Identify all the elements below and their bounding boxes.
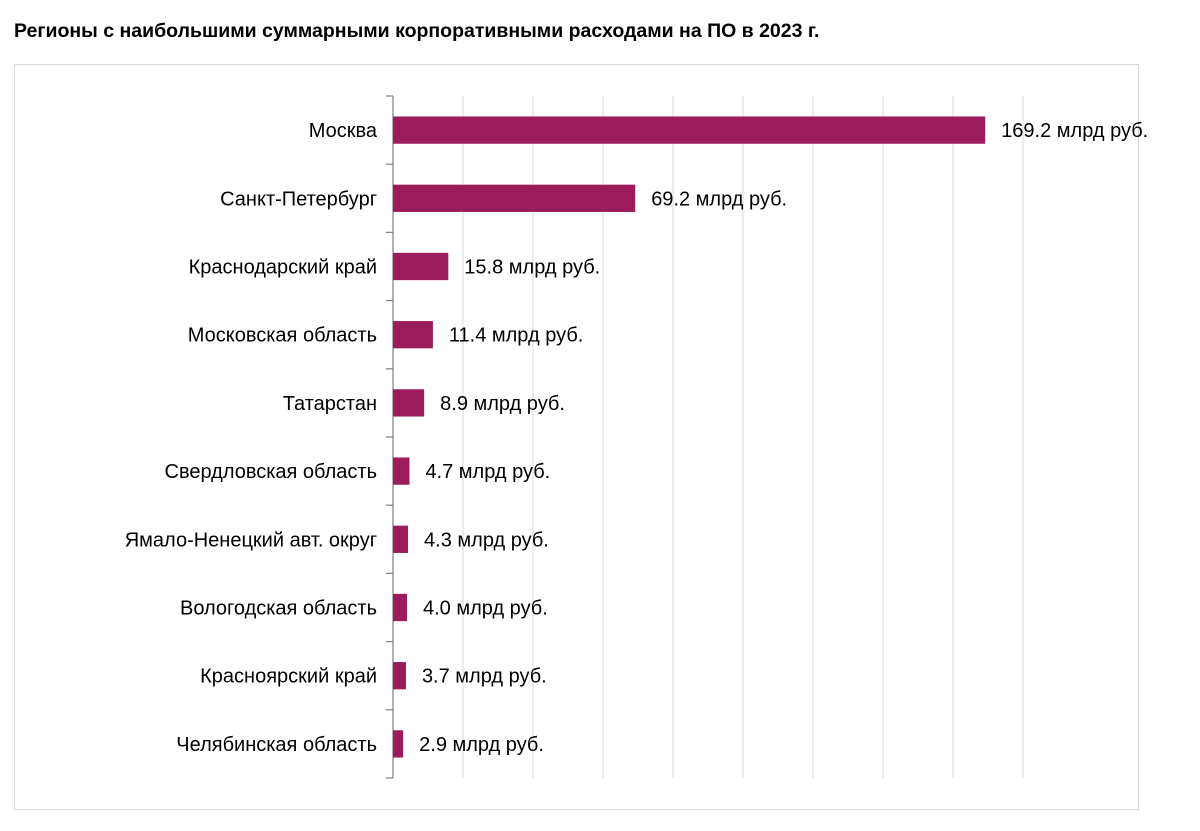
- data-label: 3.7 млрд руб.: [422, 666, 547, 688]
- data-label: 169.2 млрд руб.: [1001, 120, 1148, 142]
- bar: [393, 457, 410, 485]
- bar: [393, 389, 425, 417]
- chart-title: Регионы с наибольшими суммарными корпора…: [14, 20, 820, 42]
- data-label: 2.9 млрд руб.: [419, 734, 544, 756]
- category-label: Вологодская область: [180, 598, 377, 620]
- bars: [393, 116, 986, 758]
- bar: [393, 525, 409, 553]
- bar: [393, 321, 433, 349]
- labels: Москва 169.2 млрд руб. Санкт-Петербург 69.2…: [125, 120, 1149, 756]
- bar: [393, 593, 407, 622]
- category-label: Ямало-Ненецкий авт. округ: [125, 529, 377, 551]
- bar: [393, 252, 449, 281]
- category-label: Свердловская область: [165, 461, 377, 483]
- data-label: 4.3 млрд руб.: [424, 529, 549, 551]
- category-axis: [386, 95, 394, 779]
- bar: [393, 730, 404, 758]
- category-label: Москва: [309, 120, 378, 142]
- bar: [393, 116, 986, 144]
- category-label: Татарстан: [283, 393, 377, 415]
- category-label: Челябинская область: [176, 734, 377, 756]
- bar: [393, 662, 406, 690]
- data-label: 4.0 млрд руб.: [423, 598, 548, 620]
- data-label: 4.7 млрд руб.: [425, 461, 550, 483]
- data-label: 11.4 млрд руб.: [449, 325, 583, 347]
- category-label: Краснодарский край: [189, 257, 377, 279]
- category-label: Красноярский край: [200, 666, 377, 688]
- category-label: Московская область: [188, 325, 377, 347]
- data-label: 8.9 млрд руб.: [440, 393, 565, 415]
- category-label: Санкт-Петербург: [220, 188, 377, 210]
- data-label: 15.8 млрд руб.: [464, 257, 600, 279]
- bar: [393, 184, 636, 212]
- data-label: 69.2 млрд руб.: [651, 188, 787, 210]
- chart-frame: [14, 64, 1139, 810]
